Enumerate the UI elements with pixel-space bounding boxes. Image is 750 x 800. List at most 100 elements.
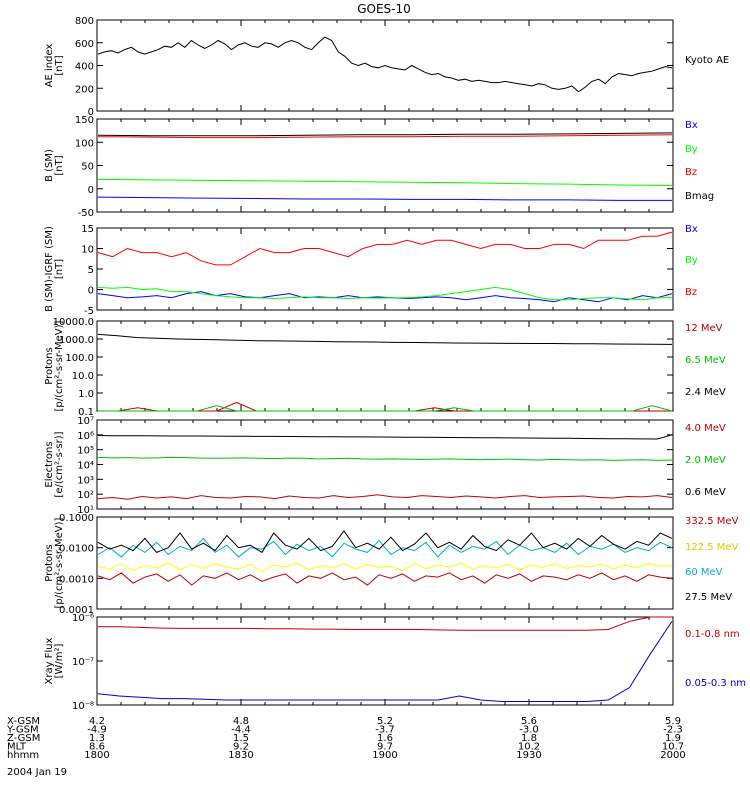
panel-7: 10⁻⁸ 10⁻⁷ 10⁻⁶ Xray Flux [W/m²] 0.1-0.8 nm 0.0… xyxy=(44,613,746,712)
y-tick-label: 10⁻⁷ xyxy=(72,657,94,668)
orbit-value: -2.3 xyxy=(663,725,683,736)
y-tick-label: 0.0010 xyxy=(59,574,94,585)
y-axis-label: Xray Flux xyxy=(44,637,55,684)
series-line-4-0-MeV xyxy=(97,494,673,500)
y-tick-label: 400 xyxy=(75,62,94,73)
series-line-27-5-MeV xyxy=(97,530,673,554)
series-line-Bmag xyxy=(97,132,673,137)
orbit-value: -3.0 xyxy=(519,725,539,736)
panel-5: 10¹ 10² 10³ 10⁴ 10⁵ 10⁶ 10⁷ Electrons [e/(cm²-s-… xyxy=(44,416,726,516)
legend-label: 122.5 MeV xyxy=(685,542,739,553)
y-tick-label: 0.1000 xyxy=(59,513,94,524)
y-axis-label: [e/(cm²-s-sr)] xyxy=(54,431,65,497)
series-line-Bz xyxy=(97,231,673,266)
panel-6: 0.0001 0.0010 0.0100 0.1000 Protons [p/(cm²-s… xyxy=(44,513,739,616)
y-tick-label: 800 xyxy=(75,16,94,27)
legend-label: Bx xyxy=(685,120,698,131)
series-line-0-1-0-8-nm xyxy=(98,616,672,631)
y-axis-label: [p/(cm²-s-sr-MeV)] xyxy=(54,320,65,411)
orbit-value: 1.8 xyxy=(521,733,537,744)
y-tick-label: 0 xyxy=(88,185,94,196)
y-tick-label: 10⁻⁶ xyxy=(72,613,94,624)
orbit-value: 5.6 xyxy=(521,716,537,727)
panel-1: 0 200 400 600 800 AE index [nT] Kyoto AE xyxy=(44,16,729,118)
series-line-122-5-MeV xyxy=(97,562,673,572)
orbit-row-label: X-GSM xyxy=(7,716,40,727)
y-tick-label: -5 xyxy=(84,306,94,317)
orbit-value: 2000 xyxy=(660,750,685,761)
legend-label: 27.5 MeV xyxy=(685,592,732,603)
orbit-value: 10.2 xyxy=(518,742,540,753)
legend-label: 4.0 MeV xyxy=(685,423,726,434)
orbit-value: 10.7 xyxy=(662,742,684,753)
chart-title: GOES-10 xyxy=(357,2,411,16)
y-tick-label: -50 xyxy=(78,208,94,219)
orbit-value: 1.6 xyxy=(377,733,393,744)
y-axis-label: B (SM) xyxy=(44,149,55,182)
orbit-value: 9.2 xyxy=(233,742,249,753)
series-line-2-4-MeV xyxy=(97,333,673,345)
orbit-value: 1800 xyxy=(84,750,109,761)
legend-label: Bx xyxy=(685,224,698,235)
y-tick-label: 10³ xyxy=(77,475,94,486)
series-line-Bz xyxy=(97,134,673,139)
y-tick-label: 100.0 xyxy=(65,353,94,364)
orbit-value: 4.8 xyxy=(233,716,249,727)
series-line-Kyoto-AE xyxy=(97,36,673,93)
legend-label: 12 MeV xyxy=(685,323,723,334)
y-tick-label: 1000.0 xyxy=(59,335,94,346)
y-tick-label: 0.1 xyxy=(78,407,94,418)
legend-label: 2.4 MeV xyxy=(685,387,726,398)
y-tick-label: 10000.0 xyxy=(53,317,94,328)
y-tick-label: 200 xyxy=(75,84,94,95)
y-tick-label: 0.0001 xyxy=(59,605,94,616)
orbit-value: 1830 xyxy=(228,750,253,761)
series-line-0-05-0-3-nm xyxy=(97,621,673,702)
date-label: 2004 Jan 19 xyxy=(7,767,67,778)
legend-label: 2.0 MeV xyxy=(685,455,726,466)
orbit-value: -3.7 xyxy=(375,725,395,736)
y-tick-label: 10² xyxy=(77,490,94,501)
orbit-row-label: Z-GSM xyxy=(7,733,40,744)
series-line-0-6-MeV xyxy=(97,434,673,440)
y-axis-label: B (SM)-IGRF (SM) xyxy=(44,226,55,312)
y-tick-label: 10.0 xyxy=(72,371,94,382)
orbit-value: 5.9 xyxy=(665,716,681,727)
y-axis-label: [W/m²] xyxy=(54,643,65,678)
orbit-value: 8.6 xyxy=(89,742,105,753)
y-tick-label: 5 xyxy=(88,265,94,276)
legend-label: By xyxy=(685,144,698,155)
y-tick-label: 10¹ xyxy=(77,505,94,516)
panel-frame xyxy=(96,516,674,610)
y-axis-label: Protons xyxy=(44,347,55,384)
y-tick-label: 600 xyxy=(75,39,94,50)
orbit-value: 9.7 xyxy=(377,742,393,753)
y-tick-label: 1.0 xyxy=(78,389,94,400)
legend-label: Bz xyxy=(685,167,697,178)
orbit-value: 1.3 xyxy=(89,733,105,744)
orbit-row-label: MLT xyxy=(7,742,27,753)
panel-3: -5 0 5 10 15 B (SM)-IGRF (SM) [nT] Bx By Bz xyxy=(44,224,698,317)
orbit-value: 1930 xyxy=(516,750,541,761)
series-line-By xyxy=(97,178,673,186)
legend-label: Bmag xyxy=(685,191,714,202)
panel-4: 0.1 1.0 10.0 100.0 1000.0 10000.0 Protons [p/(c… xyxy=(44,317,726,418)
y-tick-label: 10⁴ xyxy=(77,461,94,472)
y-axis-label: Electrons xyxy=(44,441,55,487)
orbit-value: 5.2 xyxy=(377,716,393,727)
series-line-2-0-MeV xyxy=(97,456,673,461)
panel-frame xyxy=(96,320,674,412)
y-tick-label: 0 xyxy=(88,286,94,297)
y-tick-label: 150 xyxy=(75,115,94,126)
orbit-row-label: hhmm xyxy=(7,750,39,761)
legend-label: By xyxy=(685,255,698,266)
legend-label: Bz xyxy=(685,287,697,298)
y-tick-label: 10⁻⁸ xyxy=(72,701,94,712)
legend-label: 0.05-0.3 nm xyxy=(685,678,746,689)
legend-label: 0.1-0.8 nm xyxy=(685,629,740,640)
orbit-value: 1.5 xyxy=(233,733,249,744)
y-axis-label: [p/(cm²-s-sr-MeV)] xyxy=(54,517,65,608)
y-tick-label: 100 xyxy=(75,138,94,149)
orbit-value: -4.4 xyxy=(231,725,251,736)
